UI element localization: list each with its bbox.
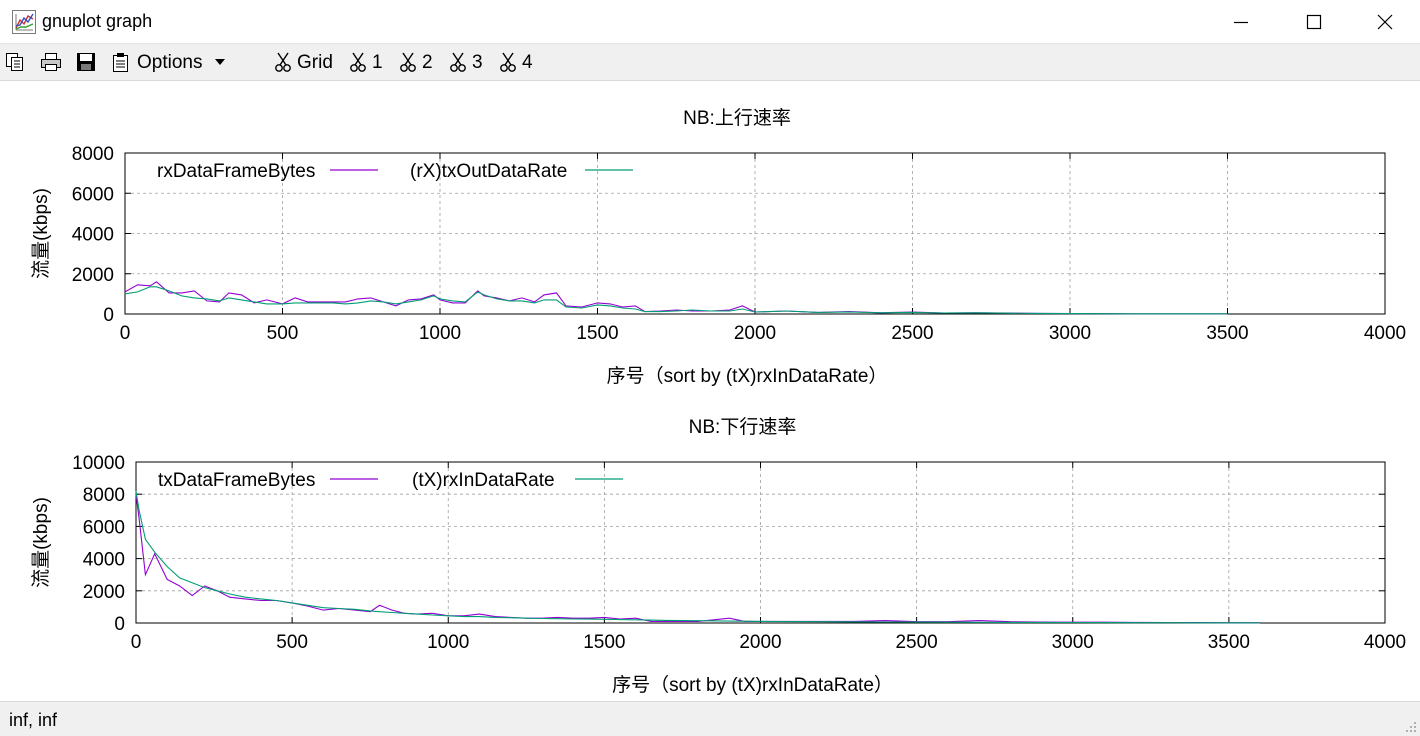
y-axis-label: 流量(kbps) [30, 188, 52, 279]
x-tick-label: 1000 [427, 632, 469, 653]
print-icon[interactable] [40, 51, 62, 73]
series-line-1 [124, 281, 1228, 315]
close-button[interactable] [1356, 0, 1414, 44]
x-axis-label: 序号（sort by (tX)rxInDataRate） [612, 674, 893, 696]
scissors-icon[interactable] [347, 51, 369, 73]
x-tick-label: 500 [267, 323, 299, 344]
y-tick-label: 8000 [72, 144, 114, 165]
options-menu[interactable]: Options [137, 52, 203, 73]
x-tick-label: 500 [276, 632, 308, 653]
legend-label-1: txDataFrameBytes [158, 470, 315, 491]
y-tick-label: 2000 [72, 265, 114, 286]
x-tick-label: 2500 [891, 323, 933, 344]
toggle-plot-4[interactable]: 4 [522, 52, 533, 73]
x-tick-label: 2000 [739, 632, 781, 653]
toggle-plot-2[interactable]: 2 [422, 52, 433, 73]
y-tick-label: 8000 [83, 485, 125, 506]
y-tick-label: 10000 [72, 453, 125, 474]
toggle-plot-1[interactable]: 1 [372, 52, 383, 73]
y-tick-label: 0 [114, 614, 125, 635]
x-tick-label: 1500 [576, 323, 618, 344]
status-bar: inf, inf [0, 701, 1420, 736]
x-tick-label: 3500 [1208, 632, 1250, 653]
chart-title: NB:下行速率 [689, 416, 797, 438]
y-axis-label: 流量(kbps) [30, 497, 52, 588]
x-tick-label: 4000 [1364, 323, 1406, 344]
scissors-icon[interactable] [447, 51, 469, 73]
minimize-icon [1234, 21, 1248, 24]
x-tick-label: 0 [131, 632, 142, 653]
copy-icon[interactable] [4, 51, 26, 73]
x-tick-label: 4000 [1364, 632, 1406, 653]
x-tick-label: 2000 [734, 323, 776, 344]
y-tick-label: 0 [103, 305, 114, 326]
scissors-icon[interactable] [272, 51, 294, 73]
x-tick-label: 3000 [1052, 632, 1094, 653]
toggle-plot-3[interactable]: 3 [472, 52, 483, 73]
x-tick-label: 2500 [895, 632, 937, 653]
title-bar: gnuplot graph [0, 0, 1420, 44]
toolbar: Options Grid 1 2 3 4 [0, 44, 1420, 81]
legend-label-2: (tX)rxInDataRate [412, 470, 555, 491]
legend-label-1: rxDataFrameBytes [157, 161, 315, 182]
series-line-2 [135, 490, 1261, 624]
gnuplot-graph-icon [12, 10, 36, 34]
scissors-icon[interactable] [397, 51, 419, 73]
x-tick-label: 0 [120, 323, 131, 344]
y-tick-label: 4000 [72, 225, 114, 246]
plot-area[interactable]: 0 500 1000 1500 2000 2500 3000 3500 4000 0 2000 400… [0, 81, 1420, 701]
mouse-coordinates: inf, inf [9, 710, 58, 730]
caret-down-icon[interactable] [214, 58, 226, 66]
scissors-icon[interactable] [497, 51, 519, 73]
resize-grip-icon[interactable] [1404, 720, 1418, 734]
x-tick-label: 1000 [419, 323, 461, 344]
maximize-icon [1306, 14, 1322, 30]
y-tick-label: 6000 [72, 184, 114, 205]
minimize-button[interactable] [1212, 0, 1270, 44]
series-line-2 [124, 286, 1228, 315]
y-tick-label: 6000 [83, 517, 125, 538]
window-title: gnuplot graph [42, 11, 153, 31]
chart-title: NB:上行速率 [683, 107, 791, 129]
x-tick-label: 1500 [583, 632, 625, 653]
close-icon [1377, 14, 1393, 30]
y-tick-label: 4000 [83, 550, 125, 571]
options-icon[interactable] [110, 51, 132, 73]
chart-canvas: 0 500 1000 1500 2000 2500 3000 3500 4000 0 2000 400… [30, 107, 1406, 696]
x-tick-label: 3000 [1049, 323, 1091, 344]
x-axis-label: 序号（sort by (tX)rxInDataRate） [607, 365, 888, 387]
x-tick-label: 3500 [1206, 323, 1248, 344]
save-icon[interactable] [75, 51, 97, 73]
legend-label-2: (rX)txOutDataRate [410, 161, 567, 182]
maximize-button[interactable] [1285, 0, 1343, 44]
y-tick-label: 2000 [83, 582, 125, 603]
toggle-grid[interactable]: Grid [297, 52, 333, 73]
